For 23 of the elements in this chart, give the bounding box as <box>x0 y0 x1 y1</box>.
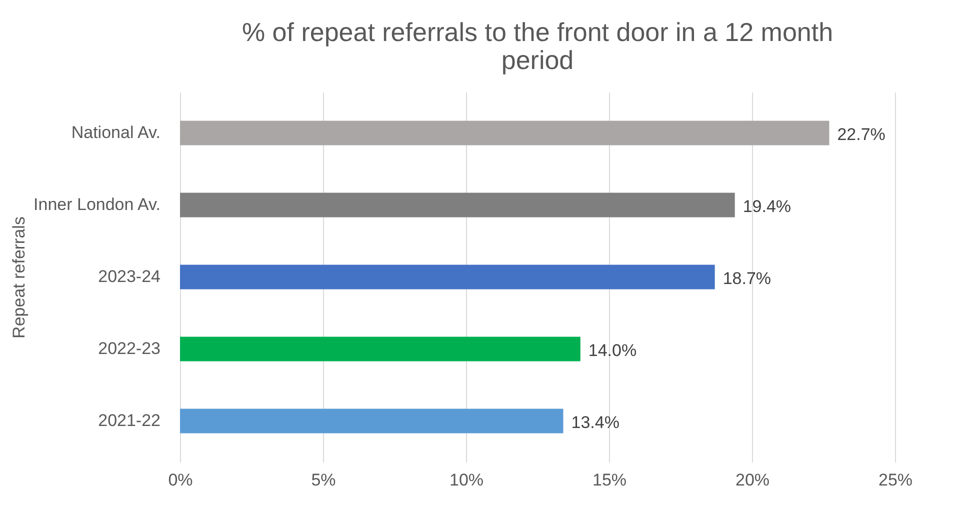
x-tick-label: 5% <box>311 470 336 490</box>
y-tick-label: 2021-22 <box>98 410 160 430</box>
x-tick-label: 20% <box>735 470 770 490</box>
y-axis-title: Repeat referrals <box>10 216 29 338</box>
data-label: 14.0% <box>588 340 637 360</box>
chart-title: % of repeat referrals to the front door in a 12 month period <box>242 17 834 75</box>
bar <box>180 192 735 218</box>
bar <box>180 264 715 290</box>
bar <box>180 408 564 434</box>
data-label: 13.4% <box>571 412 620 432</box>
data-label: 19.4% <box>742 197 792 216</box>
y-tick-label: National Av. <box>71 123 160 142</box>
y-tick-label: 2022-23 <box>98 338 160 358</box>
bar <box>180 120 830 146</box>
bar <box>180 336 580 362</box>
x-tick-label: 15% <box>592 470 627 490</box>
x-tick-label: 25% <box>878 470 913 490</box>
data-label: 22.7% <box>837 125 886 144</box>
y-tick-label: 2023-24 <box>98 267 160 286</box>
data-label: 18.7% <box>722 269 772 288</box>
x-tick-label: 10% <box>449 470 484 490</box>
x-tick-label: 0% <box>168 470 193 490</box>
y-tick-label: Inner London Av. <box>34 195 160 214</box>
